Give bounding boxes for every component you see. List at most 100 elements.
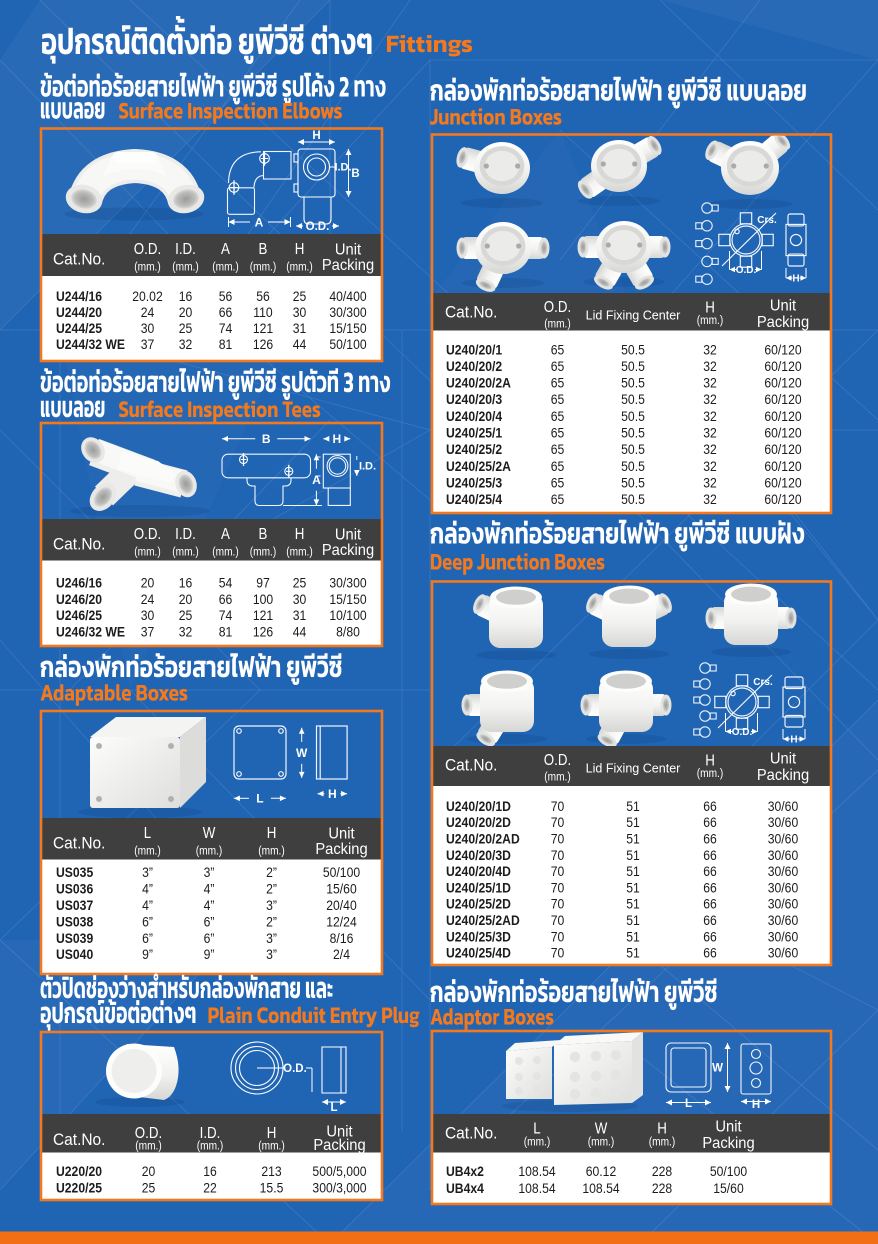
svg-text:(mm.): (mm.): [544, 771, 570, 784]
svg-text:32: 32: [179, 624, 193, 640]
svg-text:U240/20/1D: U240/20/1D: [446, 798, 511, 814]
svg-text:30/60: 30/60: [768, 928, 798, 944]
svg-text:65: 65: [551, 458, 565, 474]
svg-text:121: 121: [253, 607, 273, 623]
svg-text:51: 51: [626, 814, 640, 830]
svg-text:Lid Fixing Center: Lid Fixing Center: [586, 307, 681, 322]
svg-text:(mm.): (mm.): [197, 1140, 223, 1153]
svg-text:25: 25: [179, 320, 193, 336]
svg-text:6”: 6”: [142, 914, 153, 930]
svg-text:(mm.): (mm.): [649, 1136, 675, 1149]
svg-text:66: 66: [703, 896, 717, 912]
svg-text:3”: 3”: [266, 930, 277, 946]
svg-text:228: 228: [652, 1163, 672, 1179]
svg-text:US039: US039: [56, 930, 93, 946]
svg-text:Unit: Unit: [335, 526, 362, 543]
svg-text:50/100: 50/100: [710, 1163, 747, 1179]
svg-text:12/24: 12/24: [326, 914, 356, 930]
svg-text:(mm.): (mm.): [258, 845, 284, 858]
svg-text:32: 32: [703, 408, 717, 424]
svg-text:(mm.): (mm.): [172, 546, 198, 559]
svg-text:30/60: 30/60: [768, 814, 798, 830]
svg-text:70: 70: [551, 896, 565, 912]
svg-text:U240/20/4: U240/20/4: [446, 408, 503, 424]
svg-text:U240/25/2D: U240/25/2D: [446, 896, 511, 912]
svg-text:U240/25/2A: U240/25/2A: [446, 458, 511, 474]
svg-text:O.D.: O.D.: [134, 526, 161, 543]
svg-text:65: 65: [551, 341, 565, 357]
svg-text:65: 65: [551, 358, 565, 374]
svg-text:30/60: 30/60: [768, 798, 798, 814]
svg-text:50/100: 50/100: [329, 336, 366, 352]
svg-text:60/120: 60/120: [764, 358, 801, 374]
svg-text:56: 56: [256, 288, 270, 304]
svg-text:40/400: 40/400: [329, 288, 366, 304]
svg-text:O.D.: O.D.: [736, 265, 757, 276]
svg-text:30/60: 30/60: [768, 945, 798, 961]
svg-text:4”: 4”: [204, 897, 215, 913]
svg-text:60/120: 60/120: [764, 458, 801, 474]
svg-text:(mm.): (mm.): [286, 546, 312, 559]
svg-text:70: 70: [551, 814, 565, 830]
svg-text:O.D.: O.D.: [135, 1125, 162, 1142]
svg-text:30/60: 30/60: [768, 831, 798, 847]
svg-text:65: 65: [551, 475, 565, 491]
svg-text:70: 70: [551, 831, 565, 847]
svg-text:O.D.: O.D.: [544, 752, 571, 769]
svg-text:15/150: 15/150: [329, 320, 366, 336]
svg-text:51: 51: [626, 945, 640, 961]
svg-text:108.54: 108.54: [582, 1180, 619, 1196]
svg-text:I.D.: I.D.: [359, 461, 376, 473]
svg-text:UB4x2: UB4x2: [446, 1163, 484, 1179]
svg-text:(mm.): (mm.): [286, 261, 312, 274]
svg-text:44: 44: [293, 336, 307, 352]
svg-text:U240/25/3D: U240/25/3D: [446, 928, 511, 944]
svg-text:H: H: [705, 300, 715, 317]
svg-text:US036: US036: [56, 881, 93, 897]
svg-text:(mm.): (mm.): [697, 767, 723, 780]
svg-text:US037: US037: [56, 897, 93, 913]
svg-text:U240/20/3D: U240/20/3D: [446, 847, 511, 863]
svg-text:66: 66: [703, 928, 717, 944]
svg-text:30: 30: [293, 304, 307, 320]
svg-text:30/300: 30/300: [329, 575, 366, 591]
svg-text:25: 25: [142, 1179, 156, 1195]
svg-text:56: 56: [219, 288, 233, 304]
svg-text:U240/20/2A: U240/20/2A: [446, 375, 511, 391]
svg-text:Crs.: Crs.: [757, 215, 777, 226]
svg-text:Packing: Packing: [322, 256, 374, 273]
svg-text:60/120: 60/120: [764, 375, 801, 391]
svg-text:U240/25/2: U240/25/2: [446, 441, 502, 457]
svg-text:US040: US040: [56, 946, 93, 962]
svg-text:B: B: [259, 241, 268, 258]
svg-text:8/80: 8/80: [336, 624, 360, 640]
svg-text:U240/25/2AD: U240/25/2AD: [446, 912, 520, 928]
svg-text:(mm.): (mm.): [196, 845, 222, 858]
svg-text:30: 30: [141, 320, 155, 336]
svg-text:70: 70: [551, 863, 565, 879]
svg-text:Packing: Packing: [322, 541, 374, 558]
svg-text:51: 51: [626, 928, 640, 944]
svg-text:L: L: [685, 1098, 692, 1110]
svg-text:51: 51: [626, 880, 640, 896]
svg-text:50.5: 50.5: [621, 391, 645, 407]
svg-text:(mm.): (mm.): [134, 546, 160, 559]
svg-text:66: 66: [703, 880, 717, 896]
svg-text:Packing: Packing: [702, 1135, 754, 1152]
svg-text:50.5: 50.5: [621, 458, 645, 474]
svg-text:U240/20/2AD: U240/20/2AD: [446, 831, 520, 847]
svg-text:22: 22: [203, 1179, 217, 1195]
svg-text:50.5: 50.5: [621, 408, 645, 424]
svg-text:U240/25/4: U240/25/4: [446, 491, 503, 507]
svg-text:30/60: 30/60: [768, 847, 798, 863]
svg-text:U246/32 WE: U246/32 WE: [56, 624, 125, 640]
svg-text:(mm.): (mm.): [588, 1136, 614, 1149]
svg-text:Packing: Packing: [313, 1136, 365, 1153]
svg-text:60/120: 60/120: [764, 425, 801, 441]
svg-text:W: W: [203, 825, 216, 842]
svg-text:108.54: 108.54: [518, 1180, 555, 1196]
svg-text:L: L: [256, 792, 263, 806]
svg-text:32: 32: [703, 375, 717, 391]
svg-text:Packing: Packing: [757, 314, 809, 331]
svg-text:W: W: [712, 1063, 723, 1075]
